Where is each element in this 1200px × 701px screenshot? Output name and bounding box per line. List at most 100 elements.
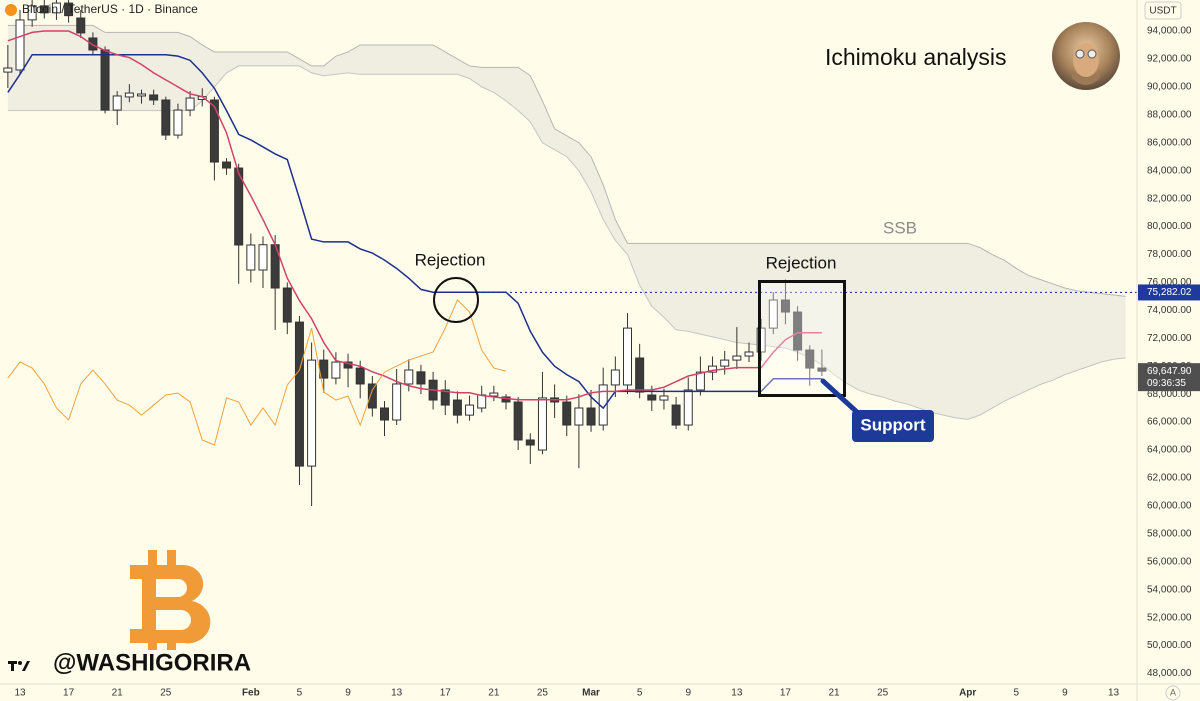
candle-body bbox=[392, 383, 402, 421]
candle-body bbox=[525, 439, 535, 446]
candle-body bbox=[756, 327, 766, 353]
candle-body bbox=[768, 299, 778, 329]
candle-body bbox=[586, 407, 596, 426]
candle-body bbox=[440, 389, 450, 406]
candle-body bbox=[307, 359, 317, 467]
candle-body bbox=[51, 2, 61, 14]
y-tick-label: 50,000.00 bbox=[1147, 640, 1192, 651]
candle-body bbox=[209, 99, 219, 163]
support-arrow bbox=[820, 378, 861, 416]
candle-body bbox=[3, 67, 13, 73]
candle-body bbox=[465, 404, 475, 416]
candle-body bbox=[817, 367, 827, 372]
candle-body bbox=[64, 2, 74, 17]
candle-body bbox=[185, 97, 195, 111]
x-tick-label: 21 bbox=[828, 688, 840, 699]
x-tick-label: 21 bbox=[112, 688, 124, 699]
candle-body bbox=[27, 5, 37, 21]
y-tick-label: 74,000.00 bbox=[1147, 305, 1192, 316]
auto-scale[interactable]: A bbox=[1170, 687, 1176, 697]
y-tick-label: 64,000.00 bbox=[1147, 445, 1192, 456]
y-tick-label: 90,000.00 bbox=[1147, 82, 1192, 93]
y-tick-label: 88,000.00 bbox=[1147, 109, 1192, 120]
x-tick-label: 25 bbox=[877, 688, 889, 699]
y-tick-label: 48,000.00 bbox=[1147, 668, 1192, 679]
x-tick-label: Apr bbox=[959, 688, 976, 699]
indicator-line bbox=[7, 299, 507, 446]
candle-body bbox=[404, 369, 414, 385]
candle-body bbox=[610, 369, 620, 386]
candle-body bbox=[720, 359, 730, 367]
candle-body bbox=[367, 383, 377, 409]
candle-body bbox=[355, 367, 365, 385]
candle-body bbox=[574, 407, 584, 426]
candle-body bbox=[623, 327, 632, 386]
y-tick-label: 62,000.00 bbox=[1147, 473, 1192, 484]
candle-body bbox=[489, 392, 499, 397]
candle-body bbox=[331, 361, 341, 379]
candle-body bbox=[416, 371, 426, 385]
x-tick-label: Mar bbox=[582, 688, 600, 699]
candle-body bbox=[173, 109, 183, 136]
last-price-tag bbox=[1138, 363, 1200, 392]
candle-body bbox=[513, 401, 523, 441]
y-tick-label: 60,000.00 bbox=[1147, 501, 1192, 512]
candle-body bbox=[659, 395, 669, 401]
auto-scale-button[interactable] bbox=[1165, 685, 1181, 701]
x-tick-label: 13 bbox=[14, 688, 26, 699]
currency[interactable]: USDT bbox=[1149, 6, 1176, 17]
y-tick-label: 78,000.00 bbox=[1147, 249, 1192, 260]
bitcoin-logo bbox=[130, 550, 211, 650]
x-tick-label: Feb bbox=[242, 688, 260, 699]
candle-body bbox=[76, 17, 86, 34]
candle-body bbox=[380, 407, 389, 421]
annotation-ssb: SSB bbox=[883, 218, 917, 237]
candle-body bbox=[222, 161, 232, 169]
x-tick-label: 5 bbox=[297, 688, 303, 699]
candle-body bbox=[647, 394, 657, 401]
candle-body bbox=[695, 371, 705, 391]
x-tick-label: 13 bbox=[731, 688, 743, 699]
cloud-span bbox=[7, 24, 1126, 297]
x-tick-label: 5 bbox=[1014, 688, 1020, 699]
x-tick-label: 17 bbox=[63, 688, 75, 699]
annotation-support: Support bbox=[860, 415, 925, 434]
rejection-box bbox=[758, 280, 846, 397]
price-line-label: 75,282.02 bbox=[1147, 287, 1192, 298]
y-tick-label: 68,000.00 bbox=[1147, 389, 1192, 400]
currency-box[interactable] bbox=[1144, 1, 1182, 20]
candle-body bbox=[100, 49, 110, 111]
candle-body bbox=[744, 351, 754, 357]
x-tick-label: 25 bbox=[537, 688, 549, 699]
y-tick-label: 92,000.00 bbox=[1147, 54, 1192, 65]
candle-body bbox=[149, 94, 159, 101]
candle-body bbox=[39, 5, 49, 14]
candle-body bbox=[537, 397, 547, 451]
candle-body bbox=[161, 99, 171, 136]
candle-body bbox=[671, 404, 681, 426]
candle-body bbox=[708, 365, 718, 373]
y-tick-label: 56,000.00 bbox=[1147, 556, 1192, 567]
countdown: 09:36:35 bbox=[1147, 378, 1186, 389]
candle-body bbox=[452, 399, 462, 416]
candle-body bbox=[258, 244, 268, 271]
chart-title: Bitcoin / TetherUS · 1D · Binance bbox=[22, 2, 198, 16]
candle-body bbox=[780, 299, 790, 313]
candle-body bbox=[562, 401, 572, 426]
x-tick-label: 9 bbox=[345, 688, 351, 699]
last-price-label: 69,647.90 bbox=[1147, 366, 1192, 377]
plot-area bbox=[3, 0, 1137, 507]
cloud-fill bbox=[7, 25, 1126, 420]
indicator-line bbox=[7, 54, 822, 410]
candle-body bbox=[246, 244, 256, 271]
y-tick-label: 76,000.00 bbox=[1147, 277, 1192, 288]
y-tick-label: 72,000.00 bbox=[1147, 333, 1192, 344]
avatar bbox=[1052, 22, 1120, 90]
annotation-rejection: Rejection bbox=[766, 253, 837, 272]
symbol-icon bbox=[5, 4, 17, 16]
x-tick-label: 13 bbox=[391, 688, 403, 699]
candle-body bbox=[477, 394, 487, 409]
x-tick-label: 17 bbox=[440, 688, 452, 699]
